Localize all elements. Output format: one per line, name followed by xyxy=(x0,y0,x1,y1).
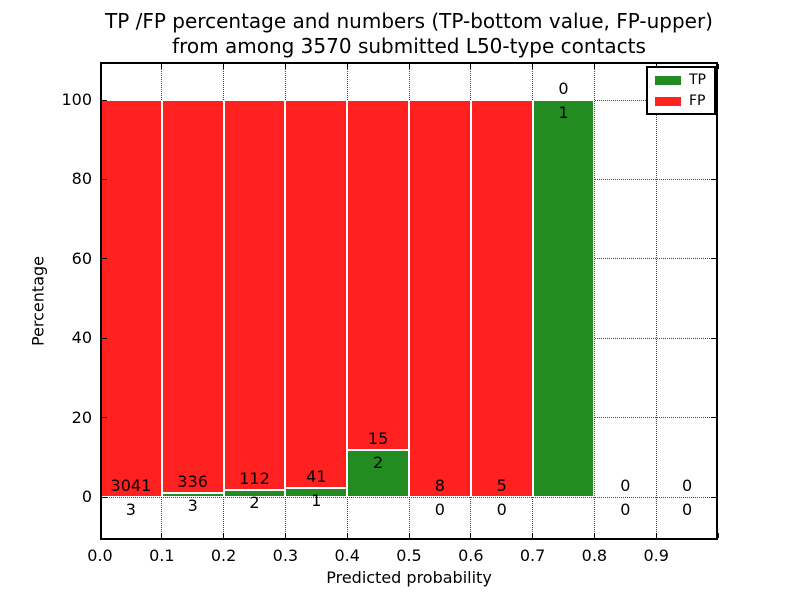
fp-count-label: 0 xyxy=(620,476,631,495)
y-axis-right-tick xyxy=(711,178,716,180)
fp-bar-segment xyxy=(347,100,409,451)
x-axis-tick xyxy=(223,533,225,538)
chart-title: TP /FP percentage and numbers (TP-bottom… xyxy=(100,9,718,59)
legend: TP FP xyxy=(646,66,716,115)
x-axis-top-tick xyxy=(408,64,410,69)
x-axis-tick xyxy=(346,533,348,538)
tp-count-label: 2 xyxy=(372,453,384,473)
x-axis-tick xyxy=(99,533,101,538)
x-axis-tick xyxy=(655,533,657,538)
x-axis-label: Predicted probability xyxy=(326,568,492,587)
y-axis-tick xyxy=(102,99,107,101)
x-axis-tick xyxy=(408,533,410,538)
x-tick-label: 0.5 xyxy=(396,546,422,565)
y-tick-label: 80 xyxy=(71,169,92,189)
legend-item-tp: TP xyxy=(648,71,714,89)
tp-count-label: 0 xyxy=(496,500,507,519)
x-tick-label: 0.0 xyxy=(87,546,113,565)
x-tick-label: 0.9 xyxy=(643,546,669,565)
fp-bar-segment xyxy=(285,100,348,488)
x-tick-label: 0.3 xyxy=(272,546,299,565)
tp-count-label: 0 xyxy=(681,500,693,519)
fp-bar-segment xyxy=(100,100,162,497)
x-axis-tick xyxy=(593,533,595,538)
fp-count-label: 15 xyxy=(367,429,389,449)
y-axis-tick xyxy=(102,337,107,339)
x-tick-label: 0.1 xyxy=(149,546,175,565)
tp-count-label: 3 xyxy=(187,496,198,516)
fp-bar-segment xyxy=(223,100,286,491)
x-axis-top-tick xyxy=(532,64,534,69)
fp-count-label: 336 xyxy=(177,472,208,492)
y-tick-label: 20 xyxy=(71,407,92,427)
vertical-gridline xyxy=(593,62,595,540)
fp-count-label: 8 xyxy=(434,476,445,495)
y-axis-right-tick xyxy=(711,337,716,339)
x-axis-tick xyxy=(717,533,719,538)
x-tick-label: 0.2 xyxy=(210,546,237,565)
x-axis-tick xyxy=(161,533,163,538)
chart-title-line1: TP /FP percentage and numbers (TP-bottom… xyxy=(105,9,713,33)
y-axis-tick xyxy=(102,496,107,498)
tp-bar-segment xyxy=(285,487,348,497)
y-axis-right-tick xyxy=(711,417,716,419)
fp-count-label: 0 xyxy=(558,79,569,98)
x-tick-label: 0.8 xyxy=(581,546,608,565)
tp-bar-segment xyxy=(347,450,409,497)
x-axis-top-tick xyxy=(717,64,719,69)
x-axis-top-tick xyxy=(470,64,472,69)
x-axis-top-tick xyxy=(346,64,348,69)
y-axis-right-tick xyxy=(711,496,716,498)
x-axis-tick xyxy=(470,533,472,538)
fp-count-label: 112 xyxy=(239,469,270,489)
x-axis-top-tick xyxy=(161,64,163,69)
horizontal-gridline xyxy=(100,496,718,498)
chart-title-line2: from among 3570 submitted L50-type conta… xyxy=(172,34,646,58)
tp-color-swatch-icon xyxy=(655,75,681,85)
x-tick-label: 0.7 xyxy=(519,546,546,565)
tp-count-label: 2 xyxy=(249,493,260,513)
tp-count-label: 3 xyxy=(125,499,136,519)
x-tick-label: 0.6 xyxy=(458,546,484,565)
tp-count-label: 1 xyxy=(558,103,569,122)
x-axis-tick xyxy=(532,533,534,538)
x-axis-top-tick xyxy=(99,64,101,69)
x-axis-top-tick xyxy=(223,64,225,69)
y-tick-label: 40 xyxy=(71,328,92,348)
fp-color-swatch-icon xyxy=(655,96,681,106)
y-axis-tick xyxy=(102,258,107,260)
x-axis-tick xyxy=(284,533,286,538)
legend-label-tp: TP xyxy=(689,72,706,88)
fp-bar-segment xyxy=(470,100,533,497)
tp-bar-segment xyxy=(223,490,286,497)
fp-bar-segment xyxy=(161,100,224,494)
tp-count-label: 0 xyxy=(620,500,631,519)
y-axis-tick xyxy=(102,417,107,419)
fp-count-label: 41 xyxy=(306,466,327,486)
x-axis-top-tick xyxy=(284,64,286,69)
tp-count-label: 0 xyxy=(434,500,445,519)
tp-bar-segment xyxy=(532,100,595,497)
y-tick-label: 0 xyxy=(81,487,92,506)
y-axis-right-tick xyxy=(711,258,716,260)
x-tick-label: 0.4 xyxy=(334,546,360,565)
tp-count-label: 1 xyxy=(311,490,322,510)
y-tick-label: 60 xyxy=(71,248,92,268)
fp-bar-segment xyxy=(409,100,471,497)
vertical-gridline xyxy=(655,62,657,540)
tp-bar-segment xyxy=(161,493,224,497)
x-axis-top-tick xyxy=(593,64,595,69)
y-tick-label: 100 xyxy=(61,90,92,109)
fp-count-label: 5 xyxy=(496,476,507,495)
legend-label-fp: FP xyxy=(689,93,706,109)
fp-count-label: 0 xyxy=(681,476,693,495)
legend-item-fp: FP xyxy=(648,92,714,110)
fp-count-label: 3041 xyxy=(110,475,152,495)
y-axis-tick xyxy=(102,178,107,180)
